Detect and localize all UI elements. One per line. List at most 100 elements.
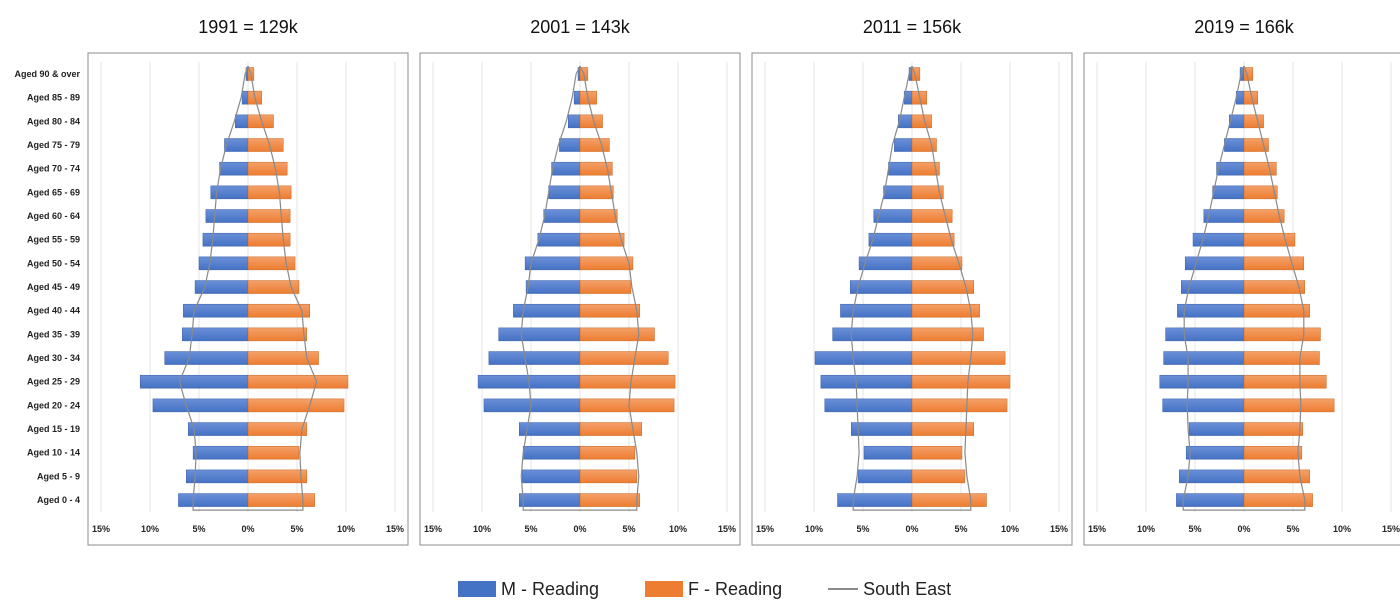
x-tick-label: 10% — [1001, 524, 1019, 534]
bar-male — [522, 445, 581, 460]
x-tick-label: 0% — [241, 524, 254, 534]
bar-male — [152, 398, 249, 413]
bar-male — [1184, 256, 1245, 271]
bar-female — [1243, 493, 1313, 507]
panel-0: 1991 = 129k 15% 10% 5% 0% 5% 10% 15% — [87, 17, 409, 546]
category-label: Aged 35 - 39 — [27, 329, 80, 339]
x-tick-label: 15% — [1382, 524, 1400, 534]
category-label: Aged 55 - 59 — [27, 235, 80, 245]
category-label: Aged 25 - 29 — [27, 377, 80, 387]
category-label: Aged 90 & over — [14, 69, 80, 79]
bar-female — [911, 303, 980, 318]
bar-male — [183, 303, 249, 318]
bar-female — [1243, 114, 1264, 129]
bar-male — [524, 256, 581, 271]
x-tick-label: 5% — [290, 524, 303, 534]
bar-male — [219, 161, 249, 176]
x-tick-label: 5% — [1286, 524, 1299, 534]
x-tick-label: 15% — [756, 524, 774, 534]
bar-female — [579, 398, 675, 413]
legend-item-female: F - Reading — [645, 579, 782, 600]
x-tick-label: 10% — [1137, 524, 1155, 534]
bar-female — [247, 351, 319, 365]
x-tick-label: 0% — [1237, 524, 1250, 534]
x-tick-label: 10% — [1333, 524, 1351, 534]
category-label: Aged 70 - 74 — [27, 164, 80, 174]
x-tick-label: 15% — [1088, 524, 1106, 534]
bar-female — [579, 422, 642, 436]
legend: M - Reading F - Reading South East — [458, 577, 997, 601]
bar-male — [868, 232, 913, 247]
legend-swatch-male — [458, 581, 496, 597]
bar-female — [911, 493, 987, 507]
bar-male — [1163, 351, 1245, 365]
bar-male — [1192, 232, 1245, 247]
x-tick-label: 5% — [192, 524, 205, 534]
category-label: Aged 0 - 4 — [37, 495, 80, 505]
bar-female — [579, 374, 676, 389]
bar-female — [247, 445, 300, 460]
x-tick-label: 10% — [669, 524, 687, 534]
bar-female — [247, 422, 308, 436]
bar-female — [579, 114, 603, 129]
bar-male — [573, 90, 581, 105]
bar-female — [911, 209, 953, 223]
bar-female — [247, 256, 296, 271]
category-label: Aged 30 - 34 — [27, 353, 80, 363]
legend-item-male: M - Reading — [458, 579, 599, 600]
bar-male — [198, 256, 249, 271]
bar-female — [1243, 280, 1306, 294]
bar-female — [911, 232, 955, 247]
category-label: Aged 20 - 24 — [27, 400, 80, 410]
bar-male — [857, 469, 913, 484]
bar-female — [1243, 327, 1321, 342]
bar-male — [178, 493, 249, 507]
bar-male — [832, 327, 913, 342]
bar-female — [247, 493, 315, 507]
category-label: Aged 5 - 9 — [37, 471, 80, 481]
x-tick-label: 0% — [573, 524, 586, 534]
bar-female — [579, 445, 636, 460]
category-label: Aged 10 - 14 — [27, 448, 80, 458]
bar-male — [164, 351, 249, 365]
bar-female — [247, 209, 291, 223]
bar-female — [911, 351, 1006, 365]
bar-female — [247, 161, 288, 176]
bar-male — [1185, 445, 1245, 460]
bar-male — [824, 398, 913, 413]
bar-male — [518, 493, 581, 507]
bar-female — [1243, 374, 1327, 389]
x-tick-label: 15% — [1050, 524, 1068, 534]
panel-title: 2011 = 156k — [863, 17, 962, 37]
legend-label-female: F - Reading — [688, 578, 783, 599]
category-label: Aged 85 - 89 — [27, 93, 80, 103]
legend-swatch-female — [645, 581, 684, 597]
bar-male — [1165, 327, 1245, 342]
bar-female — [579, 280, 632, 294]
bar-female — [247, 398, 345, 413]
south-east-outline — [178, 65, 318, 511]
bar-female — [1243, 256, 1305, 271]
legend-label-male: M - Reading — [501, 578, 600, 599]
legend-item-south-east: South East — [828, 579, 951, 600]
bar-female — [579, 327, 655, 342]
panel-2: 2011 = 156k 15% 10% 5% 0% 5% 10% 15% — [751, 17, 1073, 546]
bar-male — [1162, 398, 1245, 413]
bar-male — [837, 493, 913, 507]
x-tick-label: 10% — [473, 524, 491, 534]
bar-male — [1224, 138, 1245, 152]
bar-female — [1243, 232, 1296, 247]
x-tick-label: 5% — [856, 524, 869, 534]
bar-male — [850, 422, 913, 436]
bar-male — [1159, 374, 1245, 389]
category-label: Aged 75 - 79 — [27, 140, 80, 150]
x-tick-label: 10% — [141, 524, 159, 534]
bar-male — [537, 232, 581, 247]
bar-female — [1243, 185, 1278, 200]
x-tick-label: 15% — [92, 524, 110, 534]
bar-female — [911, 445, 963, 460]
category-label: Aged 15 - 19 — [27, 424, 80, 434]
bar-female — [911, 398, 1008, 413]
bar-male — [139, 374, 249, 389]
